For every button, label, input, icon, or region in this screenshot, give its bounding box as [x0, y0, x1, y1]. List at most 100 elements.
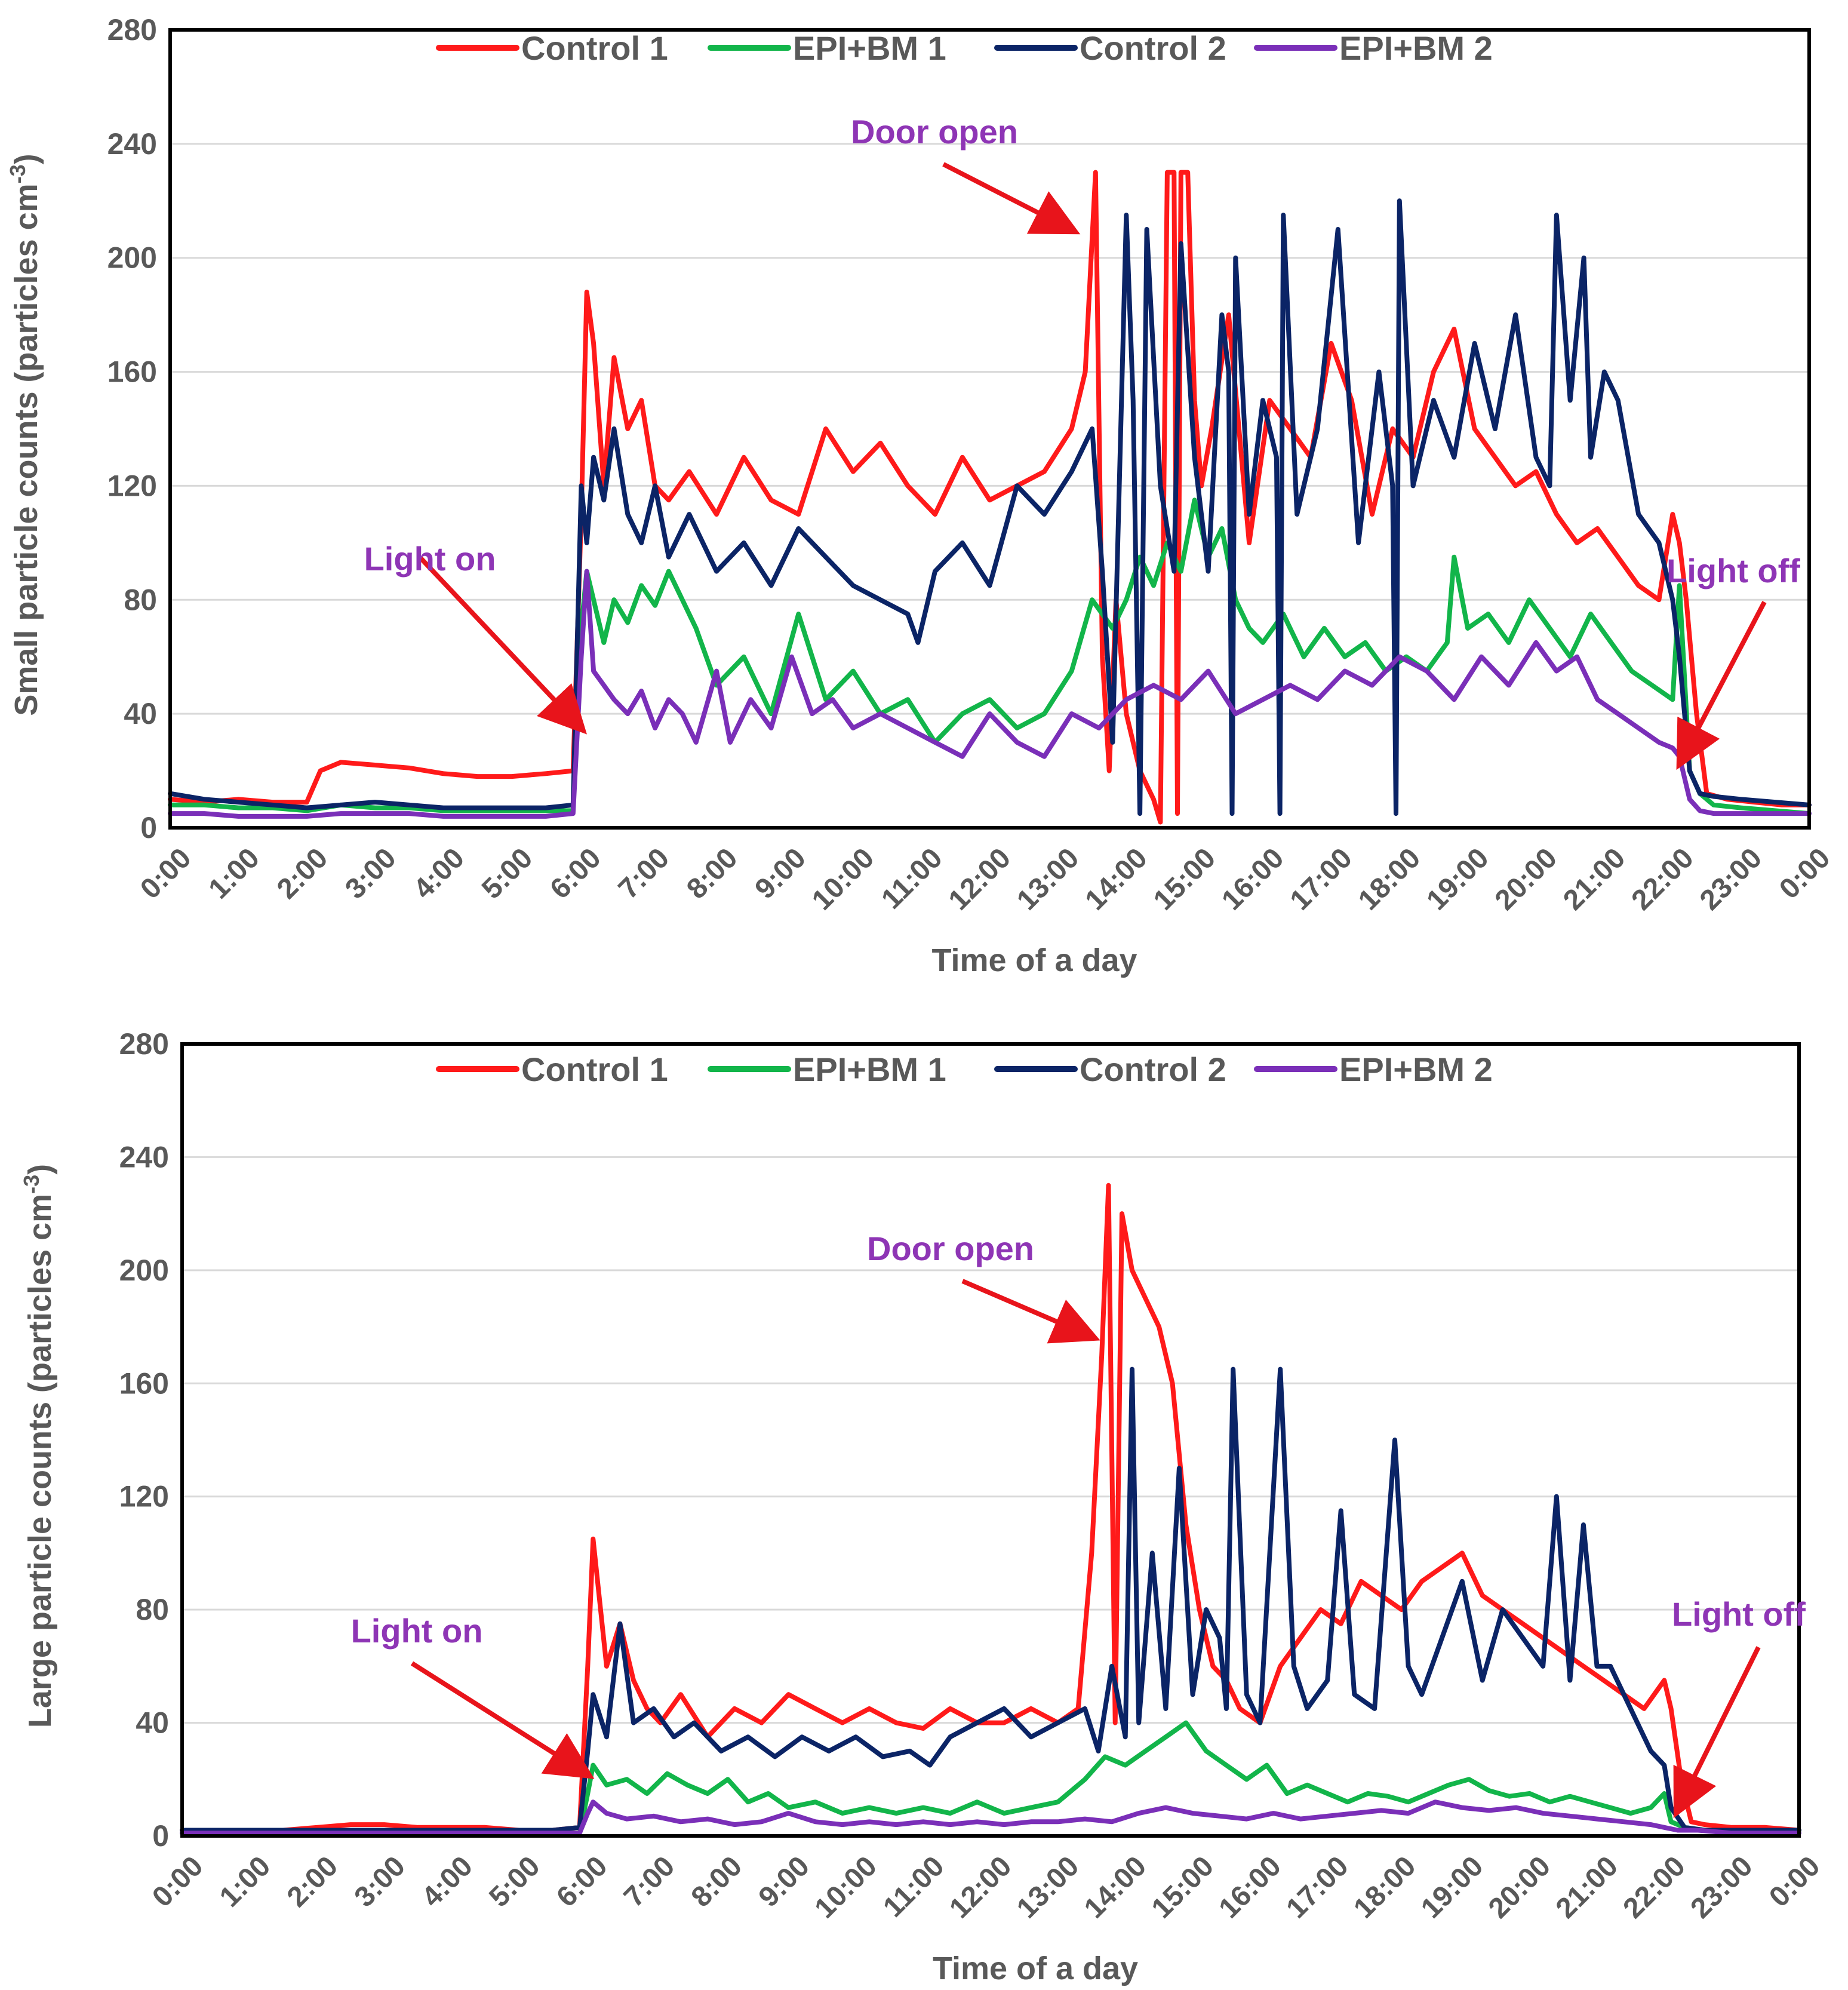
x-tick-label: 23:00 — [1694, 842, 1768, 916]
series-line-epi-bm-2 — [180, 1799, 1801, 1836]
x-tick-label: 8:00 — [681, 842, 743, 905]
legend-label: Control 1 — [521, 1051, 668, 1088]
y-axis-title: Small particle counts (particles cm-3) — [5, 153, 44, 715]
annotation-light-off: Light off — [1672, 1595, 1806, 1633]
x-tick-label: 23:00 — [1684, 1850, 1758, 1924]
annotation-light-off: Light off — [1666, 552, 1800, 589]
x-tick-label: 0:00 — [1773, 842, 1836, 905]
x-tick-label: 20:00 — [1483, 1850, 1557, 1924]
x-tick-label: 19:00 — [1415, 1850, 1489, 1924]
x-tick-label: 19:00 — [1420, 842, 1495, 916]
x-tick-label: 9:00 — [749, 842, 811, 905]
annotation-arrow — [942, 162, 1081, 235]
series-line-epi-bm-2 — [168, 569, 1812, 819]
x-tick-label: 21:00 — [1557, 842, 1631, 916]
x-tick-label: 17:00 — [1284, 842, 1358, 916]
legend-label: EPI+BM 2 — [1339, 1051, 1493, 1088]
legend: Control 1 EPI+BM 1 Control 2 EPI+BM 2 — [436, 1051, 1493, 1088]
legend-label: EPI+BM 2 — [1339, 29, 1493, 67]
y-tick-label: 0 — [140, 811, 157, 844]
x-tick-label: 21:00 — [1550, 1850, 1624, 1924]
x-tick-label: 4:00 — [408, 842, 471, 905]
y-tick-label: 280 — [107, 13, 157, 47]
x-tick-label: 22:00 — [1618, 1850, 1692, 1924]
x-tick-label: 11:00 — [877, 1850, 950, 1923]
y-tick-label: 40 — [124, 697, 157, 730]
annotation-arrow — [1676, 601, 1767, 770]
annotation-arrow — [419, 557, 587, 735]
x-tick-label: 12:00 — [943, 842, 1017, 916]
y-tick-label: 200 — [107, 241, 157, 275]
x-tick-label: 7:00 — [618, 1850, 681, 1913]
y-tick-label: 240 — [107, 127, 157, 161]
x-tick-label: 10:00 — [806, 842, 880, 916]
y-tick-label: 80 — [124, 583, 157, 616]
y-tick-label: 120 — [119, 1480, 169, 1513]
x-tick-label: 18:00 — [1348, 1850, 1422, 1924]
annotation-light-on: Light on — [364, 540, 496, 578]
x-axis-title: Time of a day — [931, 942, 1137, 978]
x-tick-label: 0:00 — [146, 1850, 209, 1913]
x-tick-label: 0:00 — [1763, 1850, 1826, 1913]
legend-label: Control 1 — [521, 29, 668, 67]
plot-area — [180, 1042, 1801, 1838]
x-tick-label: 0:00 — [134, 842, 197, 905]
x-tick-label: 5:00 — [483, 1850, 546, 1913]
x-tick-label: 16:00 — [1213, 1850, 1287, 1924]
y-tick-label: 80 — [136, 1593, 169, 1626]
x-tick-label: 7:00 — [613, 842, 675, 905]
annotation-door-open: Door open — [851, 113, 1018, 151]
x-tick-label: 15:00 — [1148, 842, 1222, 916]
x-tick-label: 13:00 — [1011, 842, 1085, 916]
x-tick-label: 3:00 — [339, 842, 402, 905]
x-tick-label: 13:00 — [1011, 1850, 1085, 1924]
annotation-arrow — [410, 1661, 595, 1779]
y-tick-label: 0 — [152, 1819, 169, 1853]
annotation-door-open: Door open — [867, 1230, 1034, 1267]
x-tick-label: 20:00 — [1489, 842, 1563, 916]
y-tick-label: 240 — [119, 1140, 169, 1174]
y-tick-label: 160 — [107, 355, 157, 389]
annotation-arrow — [1673, 1646, 1761, 1819]
x-tick-label: 9:00 — [753, 1850, 816, 1913]
x-tick-label: 1:00 — [202, 842, 265, 905]
x-tick-label: 12:00 — [943, 1850, 1017, 1924]
legend-label: EPI+BM 1 — [793, 1051, 946, 1088]
x-tick-label: 1:00 — [214, 1850, 276, 1913]
x-tick-label: 6:00 — [551, 1850, 613, 1913]
plot-area — [168, 28, 1811, 830]
x-tick-label: 17:00 — [1280, 1850, 1354, 1924]
x-tick-label: 11:00 — [875, 842, 948, 915]
x-axis-title: Time of a day — [933, 1951, 1138, 1986]
x-tick-label: 2:00 — [271, 842, 334, 905]
x-tick-label: 14:00 — [1079, 842, 1153, 916]
x-tick-label: 4:00 — [416, 1850, 478, 1913]
y-tick-label: 120 — [107, 469, 157, 502]
series-line-control-1 — [168, 170, 1812, 825]
y-tick-label: 200 — [119, 1254, 169, 1287]
legend-label: Control 2 — [1080, 1051, 1226, 1088]
legend-label: Control 2 — [1080, 29, 1226, 67]
x-tick-label: 3:00 — [349, 1850, 411, 1913]
y-tick-label: 40 — [136, 1706, 169, 1740]
series-line-control-2 — [180, 1366, 1801, 1833]
x-tick-label: 16:00 — [1216, 842, 1290, 916]
x-tick-label: 22:00 — [1625, 842, 1699, 916]
legend: Control 1 EPI+BM 1 Control 2 EPI+BM 2 — [436, 29, 1493, 67]
x-tick-label: 6:00 — [544, 842, 607, 905]
annotation-arrow — [961, 1279, 1100, 1344]
x-tick-label: 14:00 — [1078, 1850, 1152, 1924]
y-tick-label: 160 — [119, 1366, 169, 1400]
x-tick-label: 15:00 — [1146, 1850, 1220, 1924]
legend-label: EPI+BM 1 — [793, 29, 946, 67]
y-tick-label: 280 — [119, 1027, 169, 1061]
x-tick-label: 5:00 — [476, 842, 539, 905]
series-line-control-2 — [168, 198, 1812, 816]
x-tick-label: 10:00 — [809, 1850, 883, 1924]
y-axis-title: Large particle counts (particles cm-3) — [19, 1164, 58, 1728]
x-tick-label: 18:00 — [1352, 842, 1426, 916]
x-tick-label: 8:00 — [685, 1850, 748, 1913]
